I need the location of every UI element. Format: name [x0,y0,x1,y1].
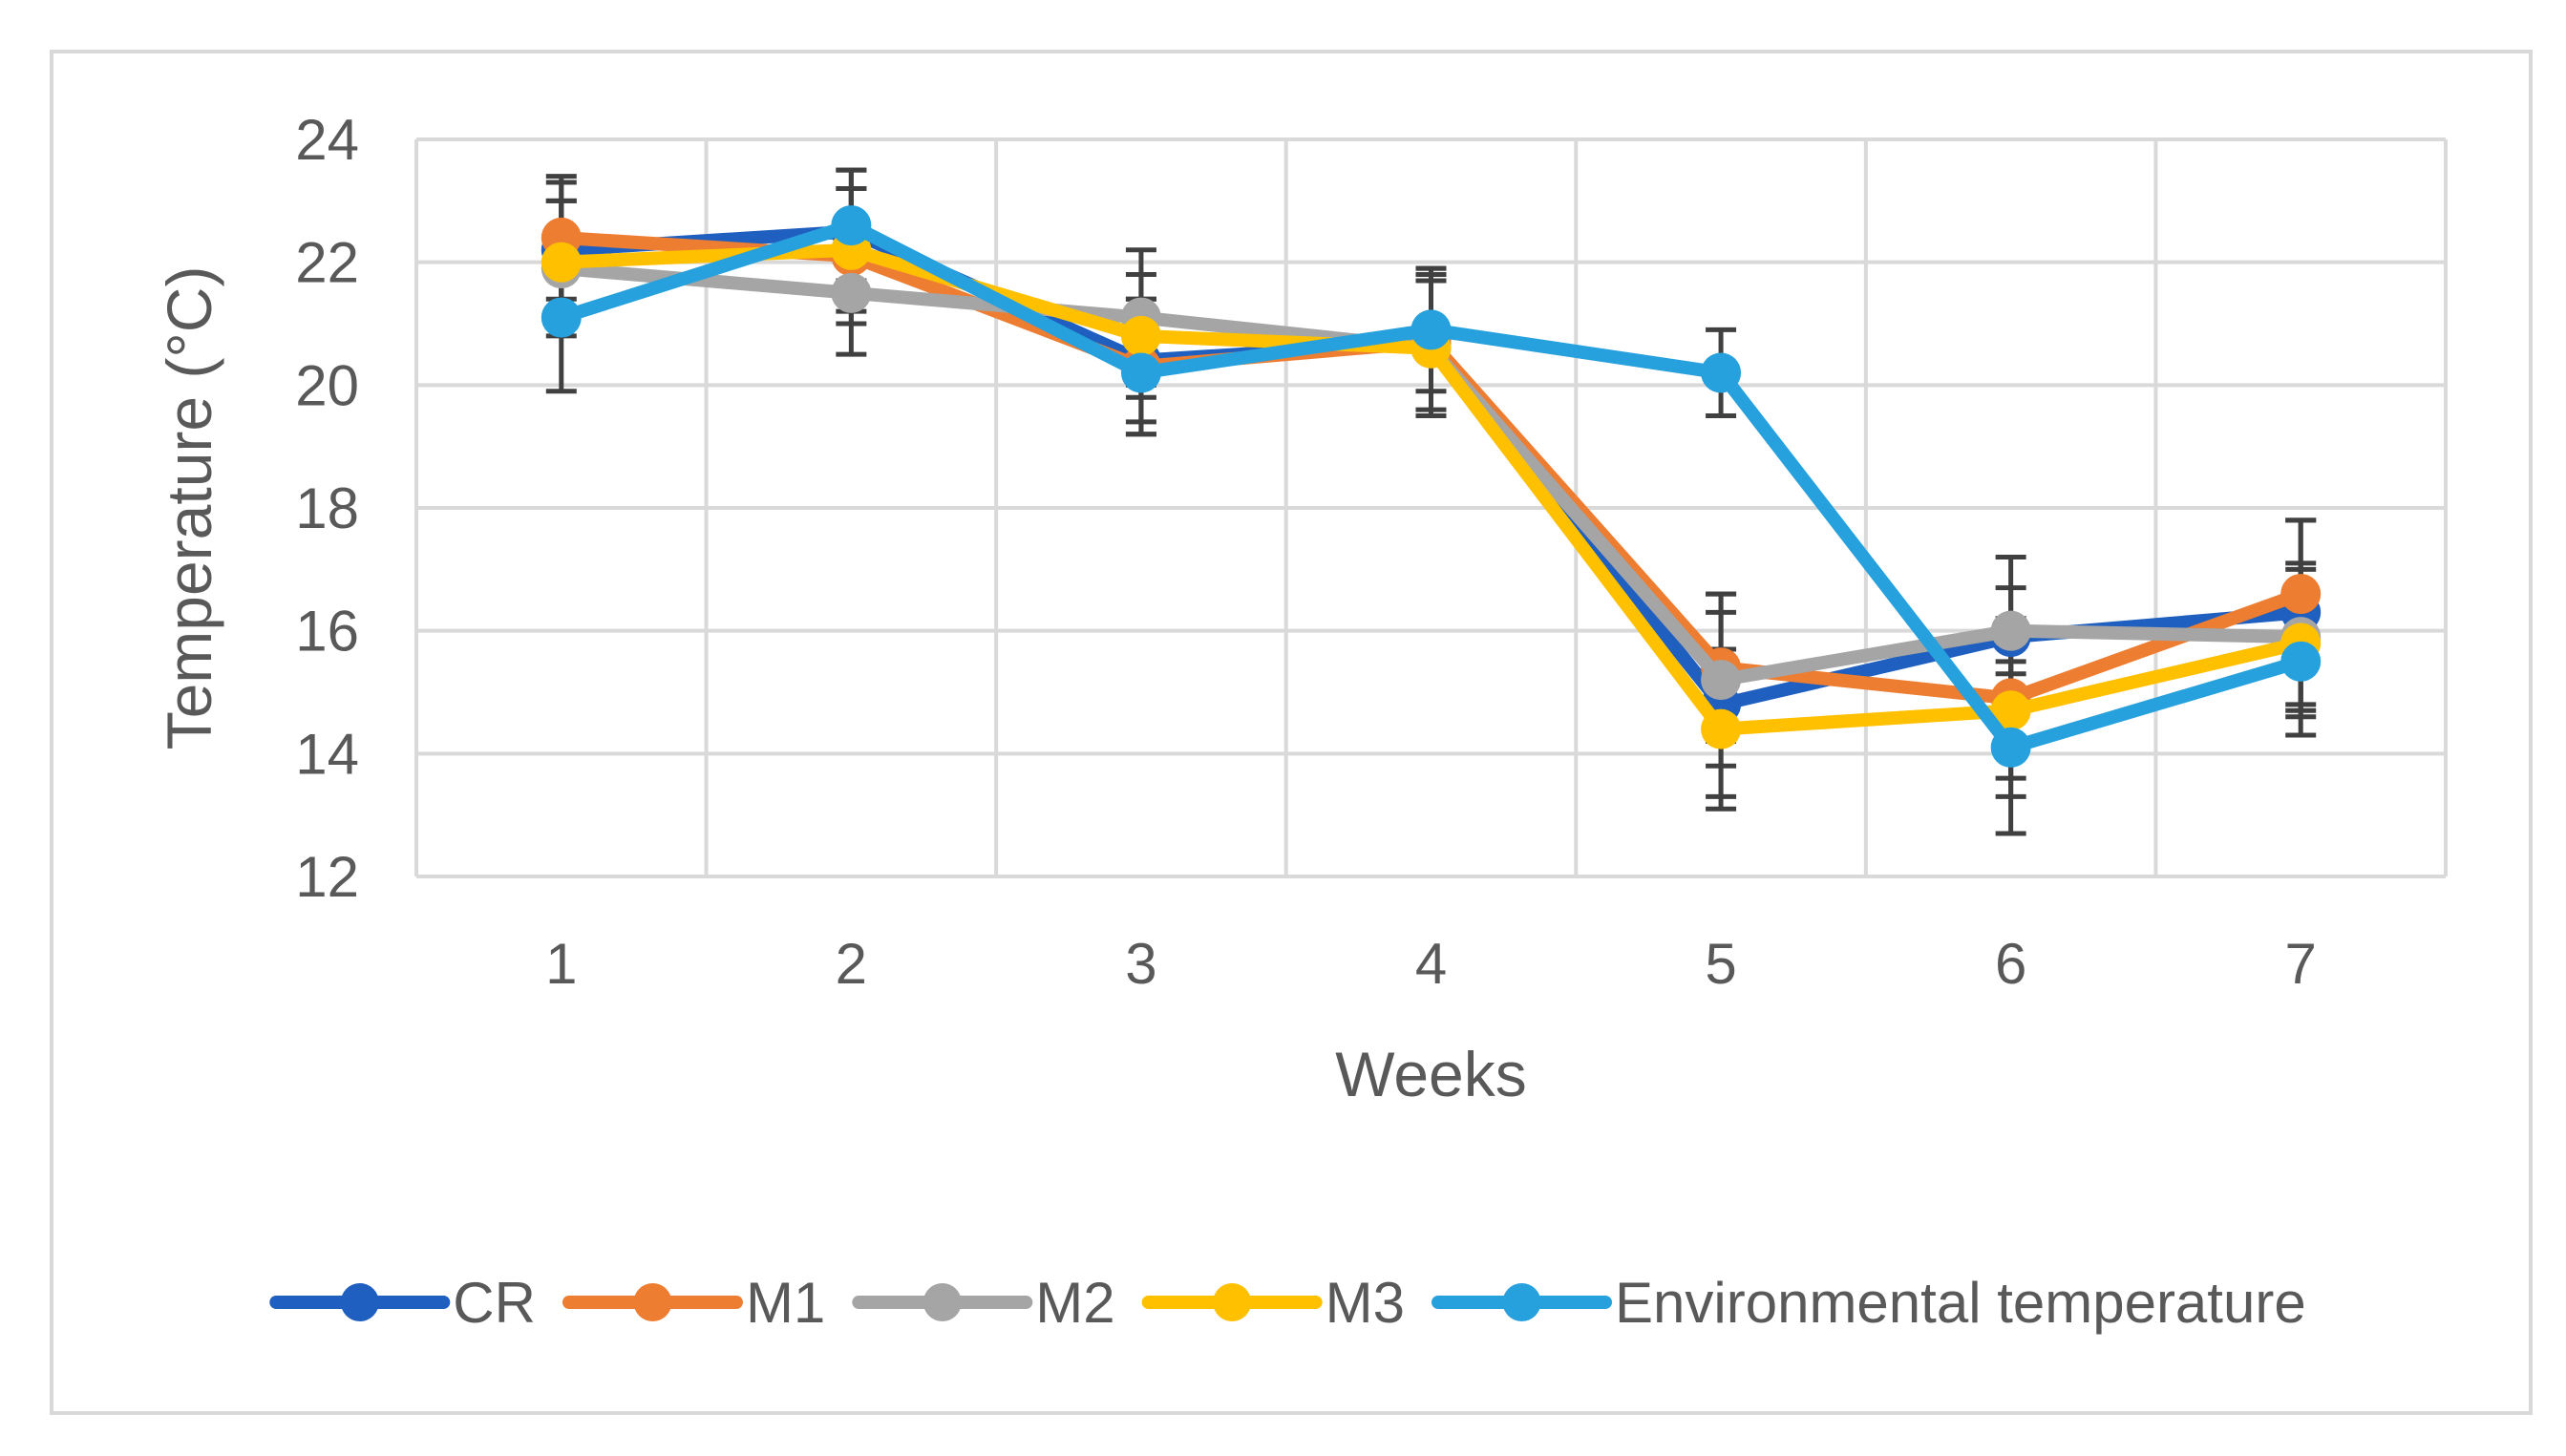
legend: CR M1 M2 M3 Environmental temperature [269,1271,2306,1335]
x-tick-label: 5 [1705,932,1736,996]
legend-swatch-marker [1213,1283,1252,1321]
data-point [541,297,582,338]
legend-item: Environmental temperature [1431,1271,2306,1335]
data-point [1410,309,1452,350]
x-tick-label: 3 [1125,932,1156,996]
x-tick-label: 4 [1415,932,1447,996]
data-point [2280,641,2322,682]
legend-item: M2 [852,1271,1115,1335]
legend-swatch-marker [922,1283,962,1321]
x-tick-label: 1 [545,932,577,996]
x-tick-label: 2 [836,932,867,996]
legend-item: CR [269,1271,536,1335]
y-tick-labels: 12 14 16 18 20 22 24 [295,108,359,909]
data-point [1701,708,1742,749]
y-axis-title: Temperature (°C) [154,266,224,750]
y-tick-label: 12 [295,845,359,909]
y-tick-label: 18 [295,476,359,540]
legend-label: M1 [746,1271,825,1335]
legend-label: Environmental temperature [1615,1271,2306,1335]
legend-label: M3 [1325,1271,1405,1335]
data-point [541,242,582,283]
series-lines [541,205,2322,768]
legend-item: M1 [562,1271,825,1335]
legend-item: M3 [1141,1271,1405,1335]
data-point [831,272,872,313]
x-tick-label: 7 [2285,932,2317,996]
y-tick-label: 22 [295,231,359,295]
legend-label: M2 [1035,1271,1114,1335]
data-point [1701,660,1742,701]
data-point [1990,610,2031,651]
y-tick-label: 20 [295,353,359,417]
legend-swatch-marker [340,1283,379,1321]
legend-swatch-marker [1502,1283,1541,1321]
data-point [2280,574,2322,615]
y-tick-label: 24 [295,108,359,172]
data-point [831,205,872,246]
x-tick-label: 6 [1995,932,2026,996]
x-tick-labels: 1 2 3 4 5 6 7 [545,932,2317,996]
legend-label: CR [453,1271,536,1335]
series-4 [541,205,2322,768]
data-point [1990,690,2031,731]
y-tick-label: 16 [295,600,359,664]
data-point [1990,727,2031,768]
data-point [1120,315,1161,356]
data-point [1120,352,1161,393]
y-tick-label: 14 [295,722,359,786]
data-point [1701,352,1742,393]
x-axis-title: Weeks [1335,1039,1527,1109]
legend-swatch-marker [633,1283,672,1321]
